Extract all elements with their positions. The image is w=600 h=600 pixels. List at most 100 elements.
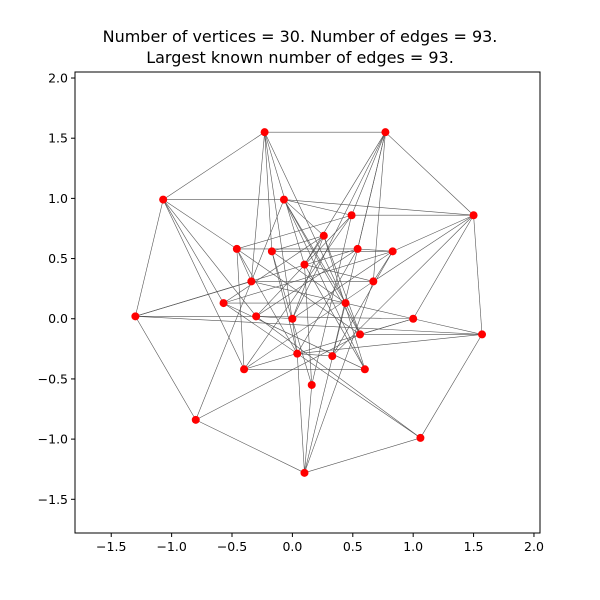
vertex-18 xyxy=(288,314,297,323)
x-tick-label: −0.5 xyxy=(217,539,247,554)
x-tick-label: −1.5 xyxy=(96,539,126,554)
edge-7-22 xyxy=(271,251,298,354)
edge-0-15 xyxy=(264,132,346,304)
edge-14-28 xyxy=(223,302,421,439)
edge-12-16 xyxy=(135,281,252,317)
edge-11-13 xyxy=(304,264,374,282)
edge-11-26 xyxy=(304,264,313,385)
x-tick-label: 2.0 xyxy=(524,539,544,554)
vertex-5 xyxy=(469,211,478,220)
edge-0-12 xyxy=(251,132,265,282)
vertex-12 xyxy=(247,277,256,286)
x-axis-ticks: −1.5 −1.0 −0.5 0.0 0.5 1.0 1.5 2.0 xyxy=(96,533,544,554)
vertex-15 xyxy=(341,299,350,308)
vertex-3 xyxy=(279,195,288,204)
edge-15-29 xyxy=(304,303,346,473)
vertex-25 xyxy=(360,365,369,374)
vertex-2 xyxy=(159,195,168,204)
edge-7-8 xyxy=(271,235,324,252)
edge-2-16 xyxy=(135,199,164,317)
vertex-17 xyxy=(252,312,261,321)
vertex-28 xyxy=(416,433,425,442)
x-tick-label: 1.5 xyxy=(464,539,484,554)
edge-10-14 xyxy=(223,251,393,304)
vertex-1 xyxy=(381,128,390,137)
edges-layer xyxy=(135,131,483,474)
x-tick-label: 0.5 xyxy=(343,539,363,554)
edge-10-18 xyxy=(292,251,393,319)
edge-28-29 xyxy=(304,437,421,474)
edge-13-29 xyxy=(304,281,374,473)
edge-6-20 xyxy=(236,248,361,335)
edge-8-11 xyxy=(304,235,325,265)
edge-12-19 xyxy=(251,281,414,320)
y-tick-label: 0.5 xyxy=(48,251,68,266)
edge-19-24 xyxy=(244,318,414,370)
vertex-10 xyxy=(388,247,397,256)
edge-6-22 xyxy=(236,248,298,354)
edge-1-18 xyxy=(292,132,386,319)
vertex-24 xyxy=(240,365,249,374)
vertex-16 xyxy=(131,312,140,321)
edge-14-25 xyxy=(223,302,365,370)
edge-3-12 xyxy=(251,199,285,282)
edge-0-2 xyxy=(163,131,265,200)
edge-0-7 xyxy=(264,132,273,252)
vertex-20 xyxy=(356,330,365,339)
y-tick-label: 1.5 xyxy=(48,131,68,146)
chart-title-line-2: Largest known number of edges = 93. xyxy=(146,48,454,67)
y-tick-label: −0.5 xyxy=(38,371,68,386)
edge-5-13 xyxy=(373,214,474,282)
edge-9-22 xyxy=(296,248,358,354)
edge-1-11 xyxy=(304,132,386,265)
edge-4-6 xyxy=(236,214,352,250)
edge-21-28 xyxy=(420,334,483,439)
edge-8-14 xyxy=(223,235,324,304)
y-axis-ticks: −1.5 −1.0 −0.5 0.0 0.5 1.0 1.5 2.0 xyxy=(38,71,75,507)
x-tick-label: −1.0 xyxy=(156,539,186,554)
edge-26-29 xyxy=(304,384,313,473)
edge-10-23 xyxy=(331,251,393,357)
chart-title-line-1: Number of vertices = 30. Number of edges… xyxy=(102,27,498,46)
vertex-0 xyxy=(260,128,269,137)
y-tick-label: 1.0 xyxy=(48,191,68,206)
edge-1-13 xyxy=(373,132,386,282)
edge-1-4 xyxy=(351,132,386,216)
edge-5-21 xyxy=(473,215,483,335)
edge-1-23 xyxy=(331,132,386,357)
nodes-layer xyxy=(131,128,487,477)
vertex-26 xyxy=(307,380,316,389)
edge-16-21 xyxy=(135,316,483,335)
edge-21-22 xyxy=(297,334,483,354)
vertex-27 xyxy=(191,415,200,424)
edge-6-12 xyxy=(236,248,252,282)
edge-22-23 xyxy=(297,353,333,357)
vertex-11 xyxy=(300,260,309,269)
vertex-9 xyxy=(353,244,362,253)
vertex-8 xyxy=(319,231,328,240)
edge-17-28 xyxy=(255,316,421,439)
edge-27-29 xyxy=(195,419,305,474)
vertex-4 xyxy=(347,211,356,220)
x-tick-label: 0.0 xyxy=(282,539,302,554)
axes-frame xyxy=(74,71,541,534)
edge-17-19 xyxy=(256,316,414,320)
y-tick-label: 0.0 xyxy=(48,311,68,326)
edge-22-29 xyxy=(296,353,305,473)
edge-9-17 xyxy=(256,248,358,317)
edge-5-19 xyxy=(412,215,474,319)
edge-2-17 xyxy=(162,199,257,317)
y-tick-label: −1.5 xyxy=(38,492,68,507)
edge-1-5 xyxy=(385,131,474,216)
edge-20-27 xyxy=(195,334,361,421)
vertex-14 xyxy=(219,299,228,308)
edge-3-8 xyxy=(283,199,325,236)
edge-9-10 xyxy=(357,248,393,252)
edge-11-25 xyxy=(304,264,366,370)
edge-17-18 xyxy=(256,316,293,320)
vertex-23 xyxy=(328,352,337,361)
vertex-13 xyxy=(369,277,378,286)
vertex-22 xyxy=(293,349,302,358)
vertex-29 xyxy=(300,468,309,477)
